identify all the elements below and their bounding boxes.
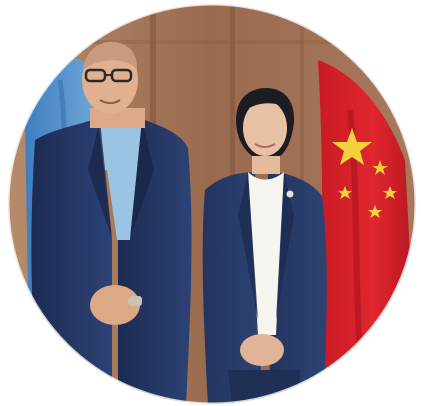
man-lapel-left: [88, 120, 112, 238]
star-icon: [383, 186, 397, 199]
man-scalp: [83, 41, 138, 70]
woman-lapel-right: [276, 172, 294, 320]
woman-bangs: [243, 99, 286, 112]
china-flag: [318, 60, 416, 404]
photo-edge: [6, 2, 418, 406]
man-shirt: [100, 120, 142, 240]
woman-blouse: [248, 172, 284, 335]
wall-trim: [8, 40, 416, 44]
woman-lapel-left: [238, 172, 258, 320]
man-lapel-right: [130, 120, 154, 238]
star-icon: [332, 128, 372, 165]
woman-figure: [202, 88, 327, 404]
woman-mouth: [254, 143, 276, 148]
woman-head: [243, 100, 287, 156]
man-trousers: [60, 380, 100, 404]
man-hands: [90, 285, 140, 325]
star-icon: [338, 186, 352, 199]
watch-icon: [128, 296, 142, 306]
brooch-icon: [286, 190, 294, 198]
man-mouth: [99, 99, 121, 104]
star-icon: [368, 205, 382, 218]
man-head: [82, 46, 138, 114]
star-icon: [372, 160, 388, 175]
woman-hands: [240, 334, 284, 366]
